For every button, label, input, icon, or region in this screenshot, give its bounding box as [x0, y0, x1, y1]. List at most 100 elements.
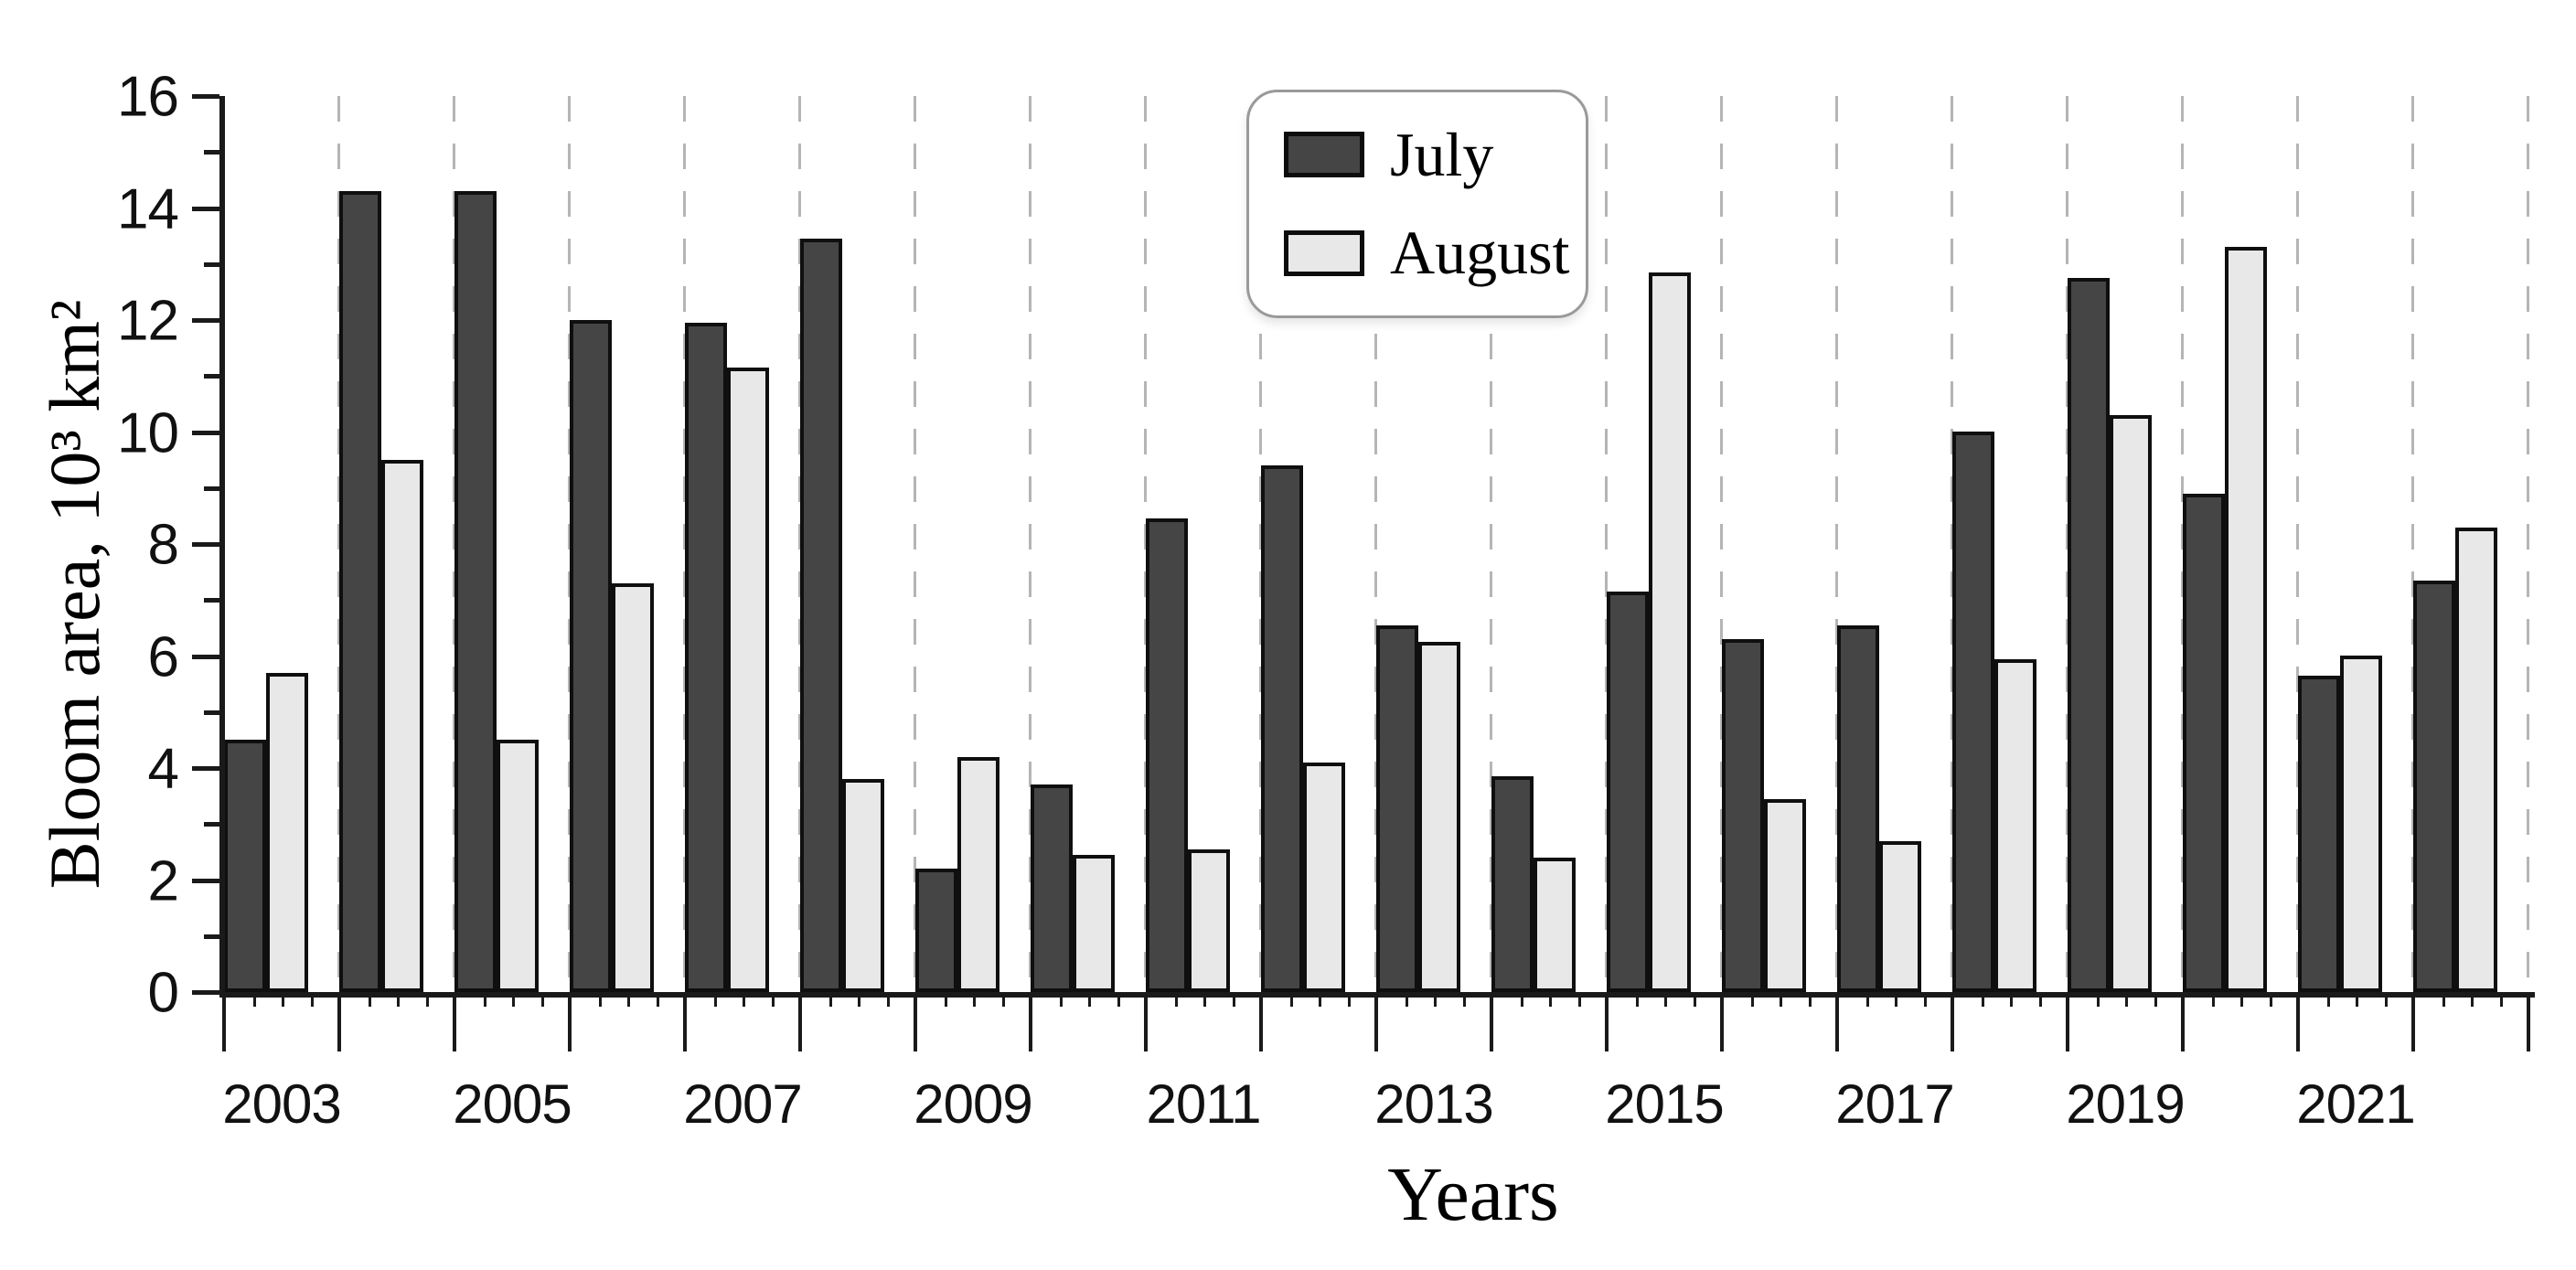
- y-minor-tick: [204, 261, 219, 267]
- x-minor-tick: [1751, 993, 1754, 1007]
- x-tick-label: 2007: [683, 1073, 802, 1135]
- y-major-tick: [192, 654, 219, 659]
- x-minor-tick: [541, 993, 544, 1007]
- x-minor-tick: [657, 993, 659, 1007]
- x-tick-label: 2005: [453, 1073, 572, 1135]
- x-year-boundary-tick: [1490, 993, 1493, 1051]
- x-year-boundary-tick: [453, 993, 456, 1051]
- year-boundary-gridline: [1605, 96, 1608, 992]
- bar-august-2018: [1994, 659, 2036, 992]
- bar-july-2006: [570, 320, 612, 992]
- legend-label: August: [1390, 218, 1570, 288]
- x-minor-tick: [1780, 993, 1782, 1007]
- x-minor-tick: [2097, 993, 2100, 1007]
- year-boundary-gridline: [568, 96, 571, 992]
- x-minor-tick: [1578, 993, 1581, 1007]
- bar-august-2005: [497, 740, 539, 992]
- x-minor-tick: [1694, 993, 1696, 1007]
- year-boundary-gridline: [1374, 96, 1377, 992]
- bar-july-2019: [2068, 278, 2110, 992]
- bar-july-2012: [1261, 465, 1303, 992]
- y-minor-tick: [204, 822, 219, 827]
- bar-july-2008: [800, 239, 842, 992]
- x-axis-title: Years: [1387, 1152, 1559, 1237]
- bar-july-2021: [2298, 676, 2340, 992]
- x-tick-label: 2019: [2066, 1073, 2185, 1135]
- x-minor-tick: [1203, 993, 1206, 1007]
- x-minor-tick: [397, 993, 400, 1007]
- y-minor-tick: [204, 150, 219, 155]
- x-minor-tick: [282, 993, 284, 1007]
- x-minor-tick: [1463, 993, 1466, 1007]
- x-tick-label: 2003: [222, 1073, 341, 1135]
- year-boundary-gridline: [1490, 96, 1492, 992]
- x-minor-tick: [2270, 993, 2272, 1007]
- y-major-tick: [192, 318, 219, 323]
- x-minor-tick: [1319, 993, 1321, 1007]
- x-minor-tick: [1290, 993, 1293, 1007]
- y-tick-label: 12: [117, 289, 179, 353]
- bar-july-2007: [685, 323, 727, 992]
- x-minor-tick: [743, 993, 745, 1007]
- x-minor-tick: [1809, 993, 1812, 1007]
- x-minor-tick: [1088, 993, 1091, 1007]
- plot-area: 0 2 4 6 8 10 12 14 16 2003 2005 2007 2009 2011 2013 201…: [117, 66, 2535, 1135]
- x-minor-tick: [1002, 993, 1005, 1007]
- y-tick-label: 16: [117, 65, 179, 129]
- year-boundary-gridline: [798, 96, 801, 992]
- x-minor-tick: [1924, 993, 1927, 1007]
- y-minor-tick: [204, 374, 219, 379]
- bar-august-2015: [1649, 272, 1691, 992]
- y-major-tick: [192, 206, 219, 211]
- year-boundary-gridline: [1259, 96, 1262, 992]
- x-tick-label: 2017: [1835, 1073, 1954, 1135]
- year-boundary-gridline: [1951, 96, 1953, 992]
- year-boundary-gridline: [2527, 96, 2529, 992]
- bar-august-2020: [2225, 247, 2267, 992]
- x-minor-tick: [253, 993, 256, 1007]
- x-minor-tick: [512, 993, 515, 1007]
- x-minor-tick: [1233, 993, 1235, 1007]
- x-year-boundary-tick: [2296, 993, 2300, 1051]
- bar-august-2008: [842, 779, 884, 992]
- year-boundary-gridline: [453, 96, 455, 992]
- x-minor-tick: [2039, 993, 2042, 1007]
- x-minor-tick: [772, 993, 775, 1007]
- x-minor-tick: [714, 993, 717, 1007]
- x-tick-label: 2015: [1605, 1073, 1724, 1135]
- bar-august-2019: [2110, 415, 2152, 992]
- bar-august-2003: [266, 673, 308, 992]
- x-minor-tick: [945, 993, 947, 1007]
- x-year-boundary-tick: [1144, 993, 1148, 1051]
- y-tick-label: 10: [117, 401, 179, 464]
- x-year-boundary-tick: [568, 993, 572, 1051]
- x-year-boundary-tick: [2181, 993, 2185, 1051]
- x-minor-tick: [599, 993, 602, 1007]
- x-year-boundary-tick: [1374, 993, 1378, 1051]
- x-year-boundary-tick: [2066, 993, 2069, 1051]
- x-minor-tick: [2240, 993, 2243, 1007]
- legend-swatch-august: [1284, 229, 1364, 276]
- y-minor-tick: [204, 710, 219, 715]
- x-year-boundary-tick: [337, 993, 341, 1051]
- x-minor-tick: [1348, 993, 1351, 1007]
- x-year-boundary-tick: [1720, 993, 1724, 1051]
- bar-july-2003: [224, 740, 266, 992]
- bar-july-2016: [1722, 639, 1764, 992]
- x-minor-tick: [1895, 993, 1897, 1007]
- bar-august-2013: [1418, 642, 1460, 992]
- y-minor-tick: [204, 598, 219, 603]
- y-major-tick: [192, 430, 219, 435]
- x-minor-tick: [426, 993, 429, 1007]
- bar-july-2014: [1491, 776, 1534, 992]
- x-year-boundary-tick: [1259, 993, 1263, 1051]
- x-minor-tick: [484, 993, 486, 1007]
- bar-august-2011: [1188, 849, 1230, 992]
- x-year-boundary-tick: [1605, 993, 1609, 1051]
- x-minor-tick: [1549, 993, 1552, 1007]
- y-axis-spine: [219, 96, 225, 997]
- bar-august-2016: [1764, 799, 1806, 992]
- x-minor-tick: [2125, 993, 2128, 1007]
- x-minor-tick: [829, 993, 832, 1007]
